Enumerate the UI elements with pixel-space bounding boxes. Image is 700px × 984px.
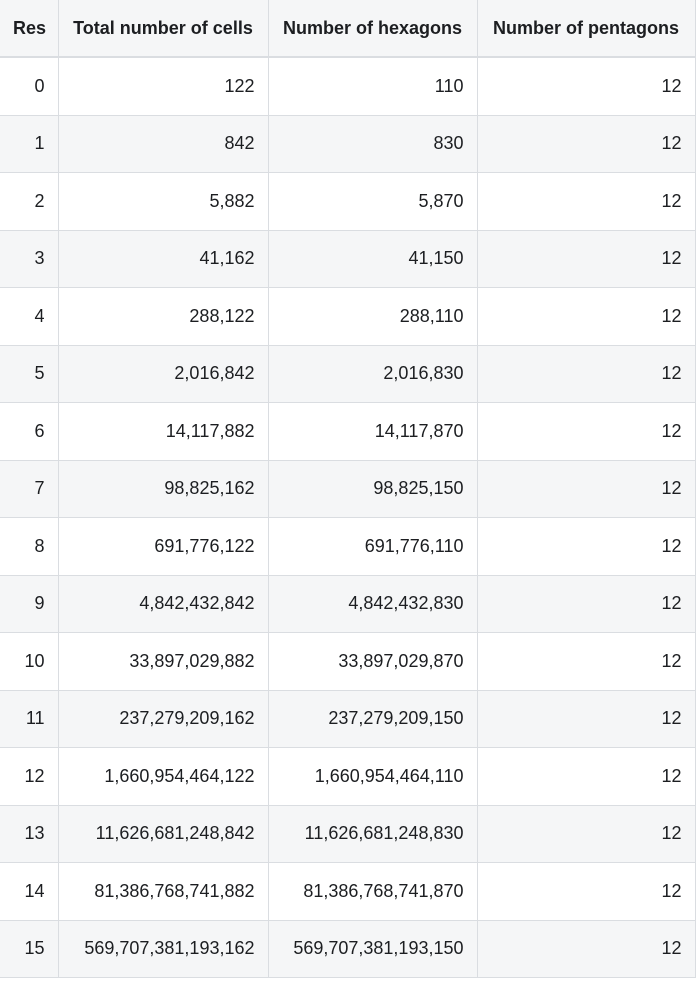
hexagons-cell: 1,660,954,464,110 (267, 747, 478, 806)
header-pentagons: Number of pentagons (476, 0, 696, 58)
total-cells-cell: 4,842,432,842 (57, 574, 269, 633)
pentagons-cell: 12 (476, 862, 696, 921)
header-total-cells: Total number of cells (57, 0, 269, 58)
total-cells-cell: 237,279,209,162 (57, 689, 269, 748)
pentagons-cell: 12 (476, 919, 696, 978)
pentagons-cell: 12 (476, 229, 696, 288)
hexagons-cell: 14,117,870 (267, 402, 478, 461)
table-row: 8 691,776,122 691,776,110 12 (0, 517, 696, 576)
header-hexagons: Number of hexagons (267, 0, 478, 58)
table-row: 13 11,626,681,248,842 11,626,681,248,830 12 (0, 804, 696, 863)
hexagons-cell: 4,842,432,830 (267, 574, 478, 633)
table-row: 7 98,825,162 98,825,150 12 (0, 459, 696, 518)
res-cell: 12 (0, 747, 59, 806)
pentagons-cell: 12 (476, 287, 696, 346)
hexagons-cell: 830 (267, 114, 478, 173)
hexagons-cell: 569,707,381,193,150 (267, 919, 478, 978)
table-body: 0 122 110 12 1 842 830 12 2 5,882 5,870 12 3 41,162 41… (0, 56, 696, 978)
total-cells-cell: 1,660,954,464,122 (57, 747, 269, 806)
pentagons-cell: 12 (476, 689, 696, 748)
total-cells-cell: 33,897,029,882 (57, 632, 269, 691)
res-cell: 13 (0, 804, 59, 863)
table-row: 6 14,117,882 14,117,870 12 (0, 402, 696, 461)
hexagons-cell: 33,897,029,870 (267, 632, 478, 691)
hexagons-cell: 2,016,830 (267, 344, 478, 403)
total-cells-cell: 569,707,381,193,162 (57, 919, 269, 978)
table-row: 9 4,842,432,842 4,842,432,830 12 (0, 574, 696, 633)
table-row: 3 41,162 41,150 12 (0, 229, 696, 288)
res-cell: 10 (0, 632, 59, 691)
pentagons-cell: 12 (476, 632, 696, 691)
pentagons-cell: 12 (476, 402, 696, 461)
total-cells-cell: 14,117,882 (57, 402, 269, 461)
pentagons-cell: 12 (476, 574, 696, 633)
total-cells-cell: 2,016,842 (57, 344, 269, 403)
table-row: 5 2,016,842 2,016,830 12 (0, 344, 696, 403)
pentagons-cell: 12 (476, 344, 696, 403)
table-row: 14 81,386,768,741,882 81,386,768,741,870 12 (0, 862, 696, 921)
hexagons-cell: 691,776,110 (267, 517, 478, 576)
res-cell: 5 (0, 344, 59, 403)
pentagons-cell: 12 (476, 459, 696, 518)
hexagons-cell: 81,386,768,741,870 (267, 862, 478, 921)
total-cells-cell: 122 (57, 56, 269, 116)
hexagons-cell: 288,110 (267, 287, 478, 346)
pentagons-cell: 12 (476, 172, 696, 231)
table-row: 2 5,882 5,870 12 (0, 172, 696, 231)
total-cells-cell: 81,386,768,741,882 (57, 862, 269, 921)
total-cells-cell: 842 (57, 114, 269, 173)
total-cells-cell: 691,776,122 (57, 517, 269, 576)
table-row: 0 122 110 12 (0, 56, 696, 116)
total-cells-cell: 98,825,162 (57, 459, 269, 518)
table-row: 15 569,707,381,193,162 569,707,381,193,150… (0, 919, 696, 978)
res-cell: 14 (0, 862, 59, 921)
header-row: Res Total number of cells Number of hexa… (0, 0, 696, 58)
res-cell: 7 (0, 459, 59, 518)
res-cell: 2 (0, 172, 59, 231)
table-row: 1 842 830 12 (0, 114, 696, 173)
res-cell: 0 (0, 56, 59, 116)
res-cell: 8 (0, 517, 59, 576)
total-cells-cell: 41,162 (57, 229, 269, 288)
res-cell: 11 (0, 689, 59, 748)
total-cells-cell: 288,122 (57, 287, 269, 346)
hexagons-cell: 110 (267, 56, 478, 116)
pentagons-cell: 12 (476, 517, 696, 576)
table-row: 11 237,279,209,162 237,279,209,150 12 (0, 689, 696, 748)
res-cell: 9 (0, 574, 59, 633)
res-cell: 6 (0, 402, 59, 461)
total-cells-cell: 5,882 (57, 172, 269, 231)
table-row: 10 33,897,029,882 33,897,029,870 12 (0, 632, 696, 691)
hexagons-cell: 98,825,150 (267, 459, 478, 518)
hexagons-cell: 5,870 (267, 172, 478, 231)
pentagons-cell: 12 (476, 114, 696, 173)
hexagons-cell: 237,279,209,150 (267, 689, 478, 748)
res-cell: 15 (0, 919, 59, 978)
total-cells-cell: 11,626,681,248,842 (57, 804, 269, 863)
hexagons-cell: 41,150 (267, 229, 478, 288)
table-row: 4 288,122 288,110 12 (0, 287, 696, 346)
table-row: 12 1,660,954,464,122 1,660,954,464,110 12 (0, 747, 696, 806)
header-res: Res (0, 0, 59, 58)
pentagons-cell: 12 (476, 804, 696, 863)
hexagons-cell: 11,626,681,248,830 (267, 804, 478, 863)
res-cell: 4 (0, 287, 59, 346)
res-cell: 1 (0, 114, 59, 173)
pentagons-cell: 12 (476, 56, 696, 116)
res-cell: 3 (0, 229, 59, 288)
table-header: Res Total number of cells Number of hexa… (0, 0, 696, 58)
pentagons-cell: 12 (476, 747, 696, 806)
